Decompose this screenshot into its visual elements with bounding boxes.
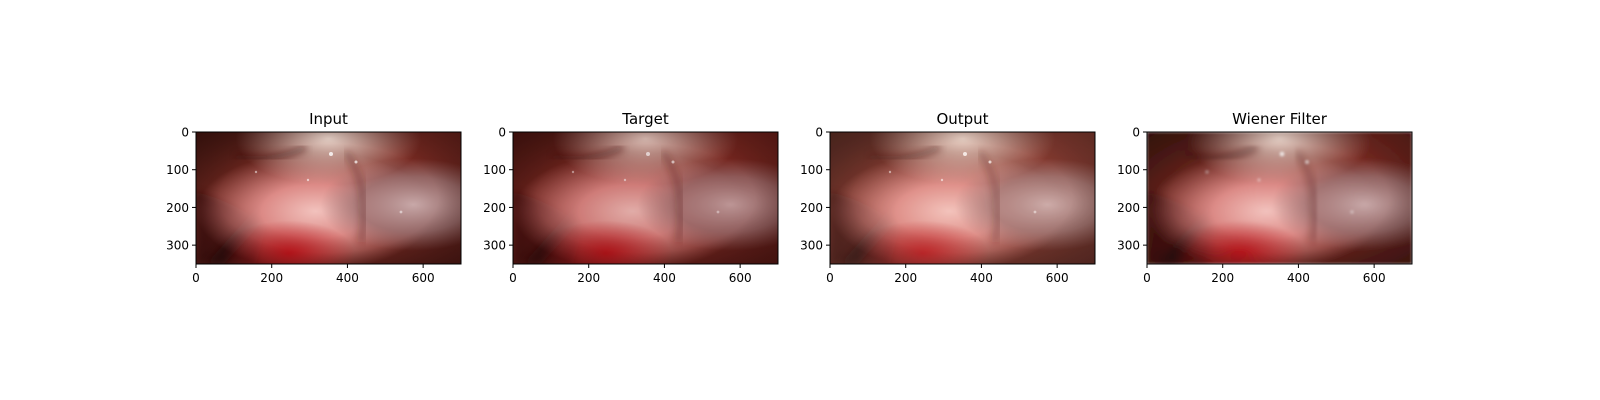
x-tick-label: 600 [1046,271,1069,285]
x-tick-label: 400 [970,271,993,285]
x-tick-label: 600 [412,271,435,285]
y-tick-label: 300 [800,239,823,253]
y-tick-label: 100 [1117,163,1140,177]
panel-title: Input [309,110,348,128]
x-tick-label: 600 [1363,271,1386,285]
x-tick-label: 400 [336,271,359,285]
tissue-image [1147,132,1412,264]
x-tick-label: 400 [1287,271,1310,285]
y-tick-label: 200 [800,201,823,215]
y-tick-label: 100 [166,163,189,177]
panel-target: Target 0 200 400 600 0 100 200 300 [483,110,779,285]
y-tick-label: 0 [1132,126,1140,140]
x-tick-label: 0 [509,271,517,285]
panel-title: Wiener Filter [1232,110,1328,128]
y-tick-label: 200 [1117,201,1140,215]
y-tick-label: 300 [166,239,189,253]
panel-wiener-filter: Wiener Filter 0 200 400 600 0 100 200 300 [1117,110,1413,285]
panel-output: Output 0 200 400 600 0 100 200 300 [800,110,1096,285]
y-tick-label: 300 [483,239,506,253]
x-tick-label: 200 [260,271,283,285]
panel-title: Target [621,110,669,128]
axes-frame [195,131,462,265]
panel-title: Output [936,110,988,128]
x-tick-label: 400 [653,271,676,285]
y-tick-label: 200 [483,201,506,215]
y-tick-label: 0 [815,126,823,140]
y-tick-label: 0 [181,126,189,140]
x-tick-label: 200 [577,271,600,285]
x-tick-label: 200 [894,271,917,285]
y-tick-label: 200 [166,201,189,215]
panel-input: Input 0 200 400 600 0 100 200 300 [166,110,462,285]
x-tick-label: 200 [1211,271,1234,285]
y-tick-label: 0 [498,126,506,140]
tissue-image [513,132,778,264]
x-tick-label: 0 [192,271,200,285]
tissue-image [196,132,461,264]
axes-frame [1146,131,1413,265]
x-tick-label: 0 [826,271,834,285]
x-tick-label: 0 [1143,271,1151,285]
y-tick-label: 100 [483,163,506,177]
y-tick-label: 100 [800,163,823,177]
x-tick-label: 600 [729,271,752,285]
axes-frame [512,131,779,265]
tissue-image [830,132,1095,264]
axes-frame [829,131,1096,265]
y-tick-label: 300 [1117,239,1140,253]
